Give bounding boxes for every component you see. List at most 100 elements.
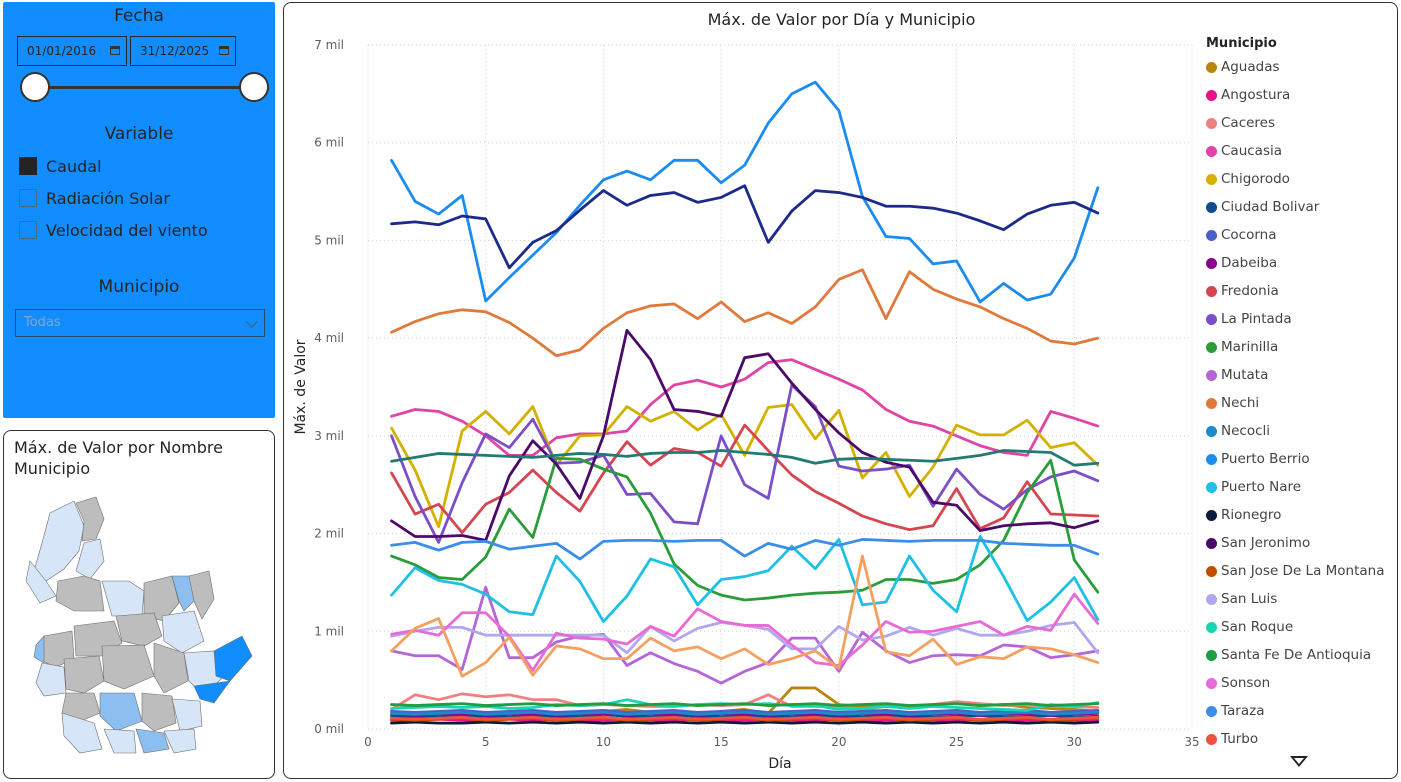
legend-item[interactable]: Nechi xyxy=(1206,394,1259,412)
municipio-dropdown[interactable]: Todas xyxy=(15,309,265,337)
variable-option-caudal[interactable]: Caudal xyxy=(19,155,102,177)
legend-label: Nechi xyxy=(1221,395,1260,411)
series-line[interactable] xyxy=(390,80,1100,304)
legend-label: Puerto Berrio xyxy=(1221,451,1310,467)
legend-dot-icon xyxy=(1206,229,1217,241)
start-date-value: 01/01/2016 xyxy=(27,44,97,58)
map-region xyxy=(135,728,170,754)
legend-dot-icon xyxy=(1206,201,1217,213)
legend-item[interactable]: Dabeiba xyxy=(1206,254,1277,272)
series-line[interactable] xyxy=(390,720,1100,725)
start-date-input[interactable]: 01/01/2016 xyxy=(17,36,127,66)
series-line[interactable] xyxy=(390,538,1100,561)
series-line[interactable] xyxy=(390,535,1100,623)
series-line[interactable] xyxy=(390,710,1100,716)
legend-item[interactable]: Puerto Nare xyxy=(1206,478,1301,496)
map-region xyxy=(55,575,105,612)
map-region xyxy=(75,538,105,580)
legend-item[interactable]: Fredonia xyxy=(1206,282,1279,300)
legend-label: Mutata xyxy=(1221,367,1269,383)
legend-dot-icon xyxy=(1206,313,1217,325)
legend-label: Aguadas xyxy=(1221,59,1280,75)
y-tick-label: 0 mil xyxy=(314,722,344,736)
legend-dot-icon xyxy=(1206,705,1217,717)
series-line[interactable] xyxy=(390,709,1100,714)
legend-label: Ciudad Bolivar xyxy=(1221,199,1320,215)
slider-start-handle[interactable] xyxy=(20,72,50,102)
legend-item[interactable]: Caucasia xyxy=(1206,142,1282,160)
calendar-icon[interactable] xyxy=(219,46,229,55)
legend-dot-icon xyxy=(1206,117,1217,129)
map-region xyxy=(163,728,197,754)
y-tick-label: 6 mil xyxy=(314,136,344,150)
series-line[interactable] xyxy=(390,715,1100,721)
legend-dot-icon xyxy=(1206,61,1217,73)
checkbox-unchecked[interactable] xyxy=(19,221,37,239)
legend-item[interactable]: Puerto Berrio xyxy=(1206,450,1310,468)
calendar-icon[interactable] xyxy=(110,46,120,55)
date-filter-title: Fecha xyxy=(114,6,164,26)
series-line[interactable] xyxy=(390,403,1100,529)
series-line[interactable] xyxy=(390,554,1100,678)
map-region xyxy=(213,635,253,682)
legend-dot-icon xyxy=(1206,285,1217,297)
map-region xyxy=(99,692,143,732)
legend-item[interactable]: Necocli xyxy=(1206,422,1270,440)
slider-end-handle[interactable] xyxy=(239,72,269,102)
checkbox-unchecked[interactable] xyxy=(19,189,37,207)
series-line[interactable] xyxy=(390,456,1100,602)
legend-item[interactable]: Aguadas xyxy=(1206,58,1280,76)
legend-label: Puerto Nare xyxy=(1221,479,1302,495)
legend-item[interactable]: Turbo xyxy=(1206,730,1258,748)
legend-dot-icon xyxy=(1206,621,1217,633)
legend-dot-icon xyxy=(1206,733,1217,745)
legend-item[interactable]: San Luis xyxy=(1206,590,1277,608)
legend-item[interactable]: Caceres xyxy=(1206,114,1275,132)
series-line[interactable] xyxy=(390,184,1100,270)
municipio-map[interactable] xyxy=(4,431,274,778)
legend-label: Cocorna xyxy=(1221,227,1277,243)
legend-item[interactable]: Rionegro xyxy=(1206,506,1281,524)
series-line[interactable] xyxy=(390,328,1100,542)
variable-option-radiacion[interactable]: Radiación Solar xyxy=(19,187,170,209)
legend-label: Dabeiba xyxy=(1221,255,1278,271)
legend-dot-icon xyxy=(1206,425,1217,437)
series-line[interactable] xyxy=(390,449,1100,467)
legend-label: Necocli xyxy=(1221,423,1271,439)
variable-option-viento[interactable]: Velocidad del viento xyxy=(19,219,208,241)
date-range-slider[interactable] xyxy=(35,86,257,89)
series-line[interactable] xyxy=(390,702,1100,707)
end-date-input[interactable]: 31/12/2025 xyxy=(130,36,236,66)
chevron-down-icon[interactable] xyxy=(245,315,258,328)
legend-item[interactable]: Santa Fe De Antioquia xyxy=(1206,646,1371,664)
map-region xyxy=(161,610,205,654)
legend-item[interactable]: San Jose De La Montana xyxy=(1206,562,1385,580)
x-axis-title: Día xyxy=(768,756,791,772)
legend-label: Turbo xyxy=(1221,731,1259,747)
line-chart[interactable]: 0 mil 1 mil 2 mil 3 mil 4 mil 5 mil 6 mil 7 mil… xyxy=(284,3,1399,780)
legend-item[interactable]: Mutata xyxy=(1206,366,1268,384)
legend-item[interactable]: Taraza xyxy=(1206,702,1264,720)
x-tick-label: 15 xyxy=(714,735,729,749)
series-line[interactable] xyxy=(390,383,1100,544)
variable-filter-title: Variable xyxy=(104,124,174,144)
legend-label: San Luis xyxy=(1221,591,1278,607)
legend-item[interactable]: Angostura xyxy=(1206,86,1290,104)
scroll-down-icon[interactable] xyxy=(1290,756,1308,767)
legend-item[interactable]: La Pintada xyxy=(1206,310,1292,328)
legend-dot-icon xyxy=(1206,89,1217,101)
legend-label: San Jeronimo xyxy=(1221,535,1311,551)
series-line[interactable] xyxy=(390,268,1100,358)
legend-item[interactable]: Sonson xyxy=(1206,674,1270,692)
legend-item[interactable]: San Jeronimo xyxy=(1206,534,1310,552)
legend-item[interactable]: San Roque xyxy=(1206,618,1293,636)
legend-item[interactable]: Chigorodo xyxy=(1206,170,1290,188)
legend-item[interactable]: Marinilla xyxy=(1206,338,1278,356)
end-date-value: 31/12/2025 xyxy=(140,44,210,58)
filter-panel: Fecha 01/01/2016 31/12/2025 Variable Cau… xyxy=(3,2,275,418)
legend-dot-icon xyxy=(1206,257,1217,269)
legend-item[interactable]: Cocorna xyxy=(1206,226,1277,244)
legend-label: Sonson xyxy=(1221,675,1271,691)
checkbox-checked[interactable] xyxy=(19,157,37,175)
legend-item[interactable]: Ciudad Bolivar xyxy=(1206,198,1319,216)
